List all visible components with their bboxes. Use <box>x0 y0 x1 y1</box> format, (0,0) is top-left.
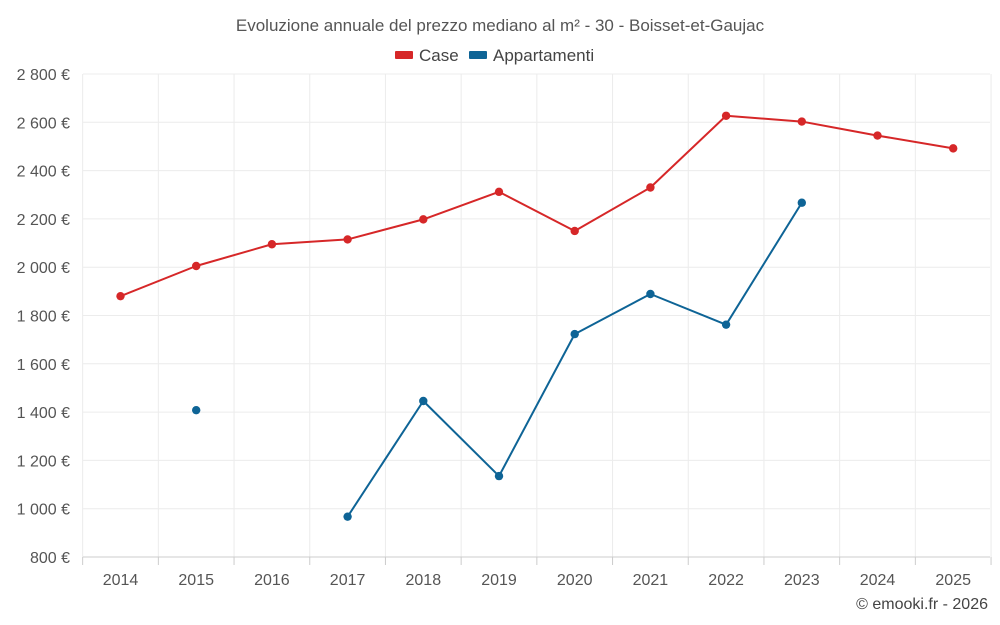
data-point-case-2020[interactable] <box>570 226 579 236</box>
y-tick-label: 2 000 € <box>17 260 70 277</box>
x-tick-label: 2020 <box>557 572 593 589</box>
y-tick-label: 2 200 € <box>17 212 70 229</box>
x-tick-label: 2018 <box>406 572 442 589</box>
x-tick-label: 2015 <box>178 572 214 589</box>
data-point-appartamenti-2017[interactable] <box>343 512 352 521</box>
x-tick-label: 2017 <box>330 572 366 589</box>
data-point-case-2025[interactable] <box>949 144 958 153</box>
series-line-appartamenti <box>346 201 803 518</box>
data-point-case-2022[interactable] <box>721 111 731 120</box>
x-tick-label: 2024 <box>860 572 896 589</box>
data-point-appartamenti-2015[interactable] <box>192 405 201 415</box>
y-tick-label: 1 000 € <box>17 502 70 519</box>
y-tick-label: 1 800 € <box>17 309 70 326</box>
y-tick-label: 2 400 € <box>17 164 70 181</box>
y-tick-label: 1 600 € <box>17 357 70 374</box>
x-tick-label: 2021 <box>633 572 669 589</box>
x-tick-label: 2023 <box>784 572 820 589</box>
y-tick-label: 2 600 € <box>17 115 70 132</box>
series <box>116 111 958 521</box>
series-line-case <box>119 114 955 298</box>
data-point-appartamenti-2018[interactable] <box>419 396 428 406</box>
chart-title: Evoluzione annuale del prezzo mediano al… <box>236 16 765 35</box>
data-point-appartamenti-2019[interactable] <box>494 471 504 481</box>
grid <box>82 73 992 558</box>
axes: 800 € 1 000 € 1 200 € 1 400 € 1 600 € 1 800 €… <box>17 67 992 589</box>
legend-label-case[interactable]: Case <box>419 46 459 65</box>
data-point-case-2017[interactable] <box>343 235 352 244</box>
data-point-case-2024[interactable] <box>873 131 882 140</box>
data-point-case-2023[interactable] <box>797 117 806 126</box>
data-point-appartamenti-2023[interactable] <box>797 198 806 207</box>
data-point-case-2018[interactable] <box>419 215 428 224</box>
data-point-case-2014[interactable] <box>116 291 125 301</box>
y-tick-label: 800 € <box>30 550 70 567</box>
x-tick-label: 2025 <box>935 572 971 589</box>
x-tick-label: 2014 <box>103 572 139 589</box>
x-tick-label: 2022 <box>708 572 744 589</box>
legend-swatch-appartamenti[interactable] <box>469 51 487 59</box>
legend-swatch-case[interactable] <box>395 51 413 59</box>
data-point-appartamenti-2021[interactable] <box>646 289 655 299</box>
x-tick-label: 2016 <box>254 572 290 589</box>
y-tick-label: 1 400 € <box>17 405 70 422</box>
credit-text: © emooki.fr - 2026 <box>856 596 988 613</box>
legend: Case Appartamenti <box>395 46 594 65</box>
data-point-appartamenti-2022[interactable] <box>721 320 731 329</box>
y-tick-label: 1 200 € <box>17 453 70 470</box>
series-case <box>116 111 958 301</box>
data-point-case-2019[interactable] <box>494 187 504 197</box>
x-tick-label: 2019 <box>481 572 517 589</box>
data-point-case-2015[interactable] <box>192 261 201 271</box>
legend-label-appartamenti[interactable]: Appartamenti <box>493 46 594 65</box>
data-point-appartamenti-2020[interactable] <box>570 329 579 339</box>
series-appartamenti <box>192 198 806 521</box>
data-point-case-2016[interactable] <box>267 240 277 249</box>
y-tick-label: 2 800 € <box>17 67 70 84</box>
data-point-case-2021[interactable] <box>646 183 655 192</box>
